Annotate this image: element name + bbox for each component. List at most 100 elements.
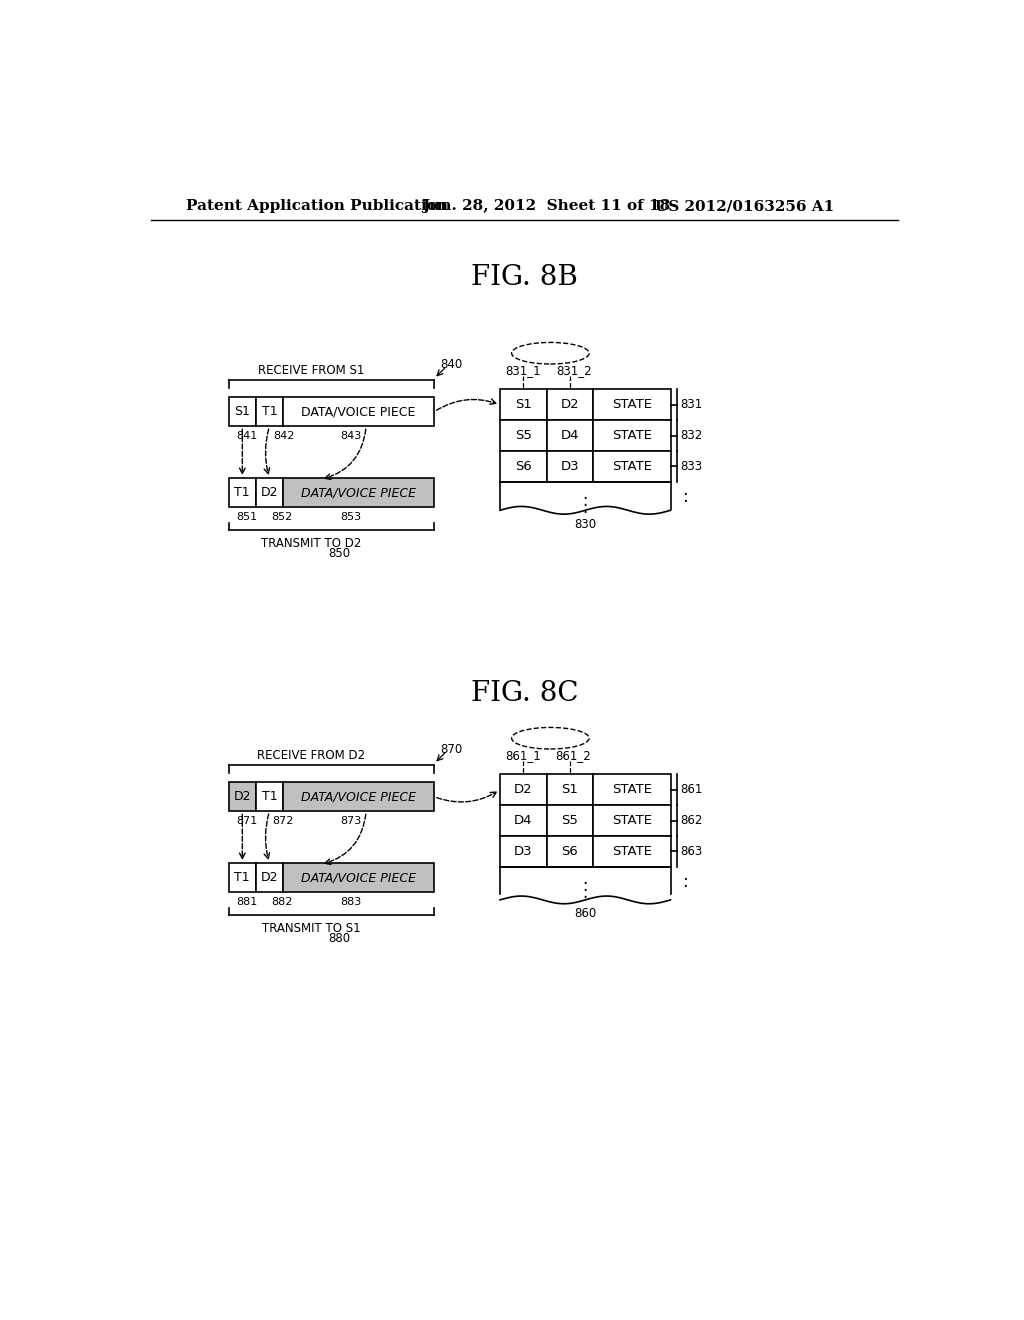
FancyBboxPatch shape bbox=[256, 781, 283, 812]
Text: US 2012/0163256 A1: US 2012/0163256 A1 bbox=[655, 199, 835, 213]
Text: 881: 881 bbox=[237, 898, 257, 907]
Text: :: : bbox=[683, 488, 689, 506]
FancyBboxPatch shape bbox=[547, 451, 593, 482]
Text: STATE: STATE bbox=[611, 814, 651, 828]
FancyBboxPatch shape bbox=[256, 478, 283, 507]
Text: T1: T1 bbox=[261, 405, 278, 418]
FancyBboxPatch shape bbox=[593, 836, 671, 867]
Text: FIG. 8B: FIG. 8B bbox=[471, 264, 579, 292]
Text: D4: D4 bbox=[560, 429, 579, 442]
Text: .: . bbox=[583, 870, 588, 888]
Text: T1: T1 bbox=[234, 486, 250, 499]
Text: 872: 872 bbox=[271, 816, 293, 826]
Text: S1: S1 bbox=[234, 405, 250, 418]
Text: D2: D2 bbox=[560, 399, 579, 412]
Text: S1: S1 bbox=[515, 399, 531, 412]
Text: 841: 841 bbox=[237, 432, 257, 441]
FancyBboxPatch shape bbox=[256, 397, 283, 426]
Text: 830: 830 bbox=[574, 517, 596, 531]
Text: DATA/VOICE PIECE: DATA/VOICE PIECE bbox=[301, 405, 416, 418]
FancyBboxPatch shape bbox=[547, 836, 593, 867]
Text: 860: 860 bbox=[574, 907, 596, 920]
FancyBboxPatch shape bbox=[500, 389, 547, 420]
FancyBboxPatch shape bbox=[500, 775, 547, 805]
Text: S1: S1 bbox=[561, 783, 579, 796]
Text: D4: D4 bbox=[514, 814, 532, 828]
FancyBboxPatch shape bbox=[547, 420, 593, 451]
Text: D2: D2 bbox=[261, 871, 279, 884]
FancyBboxPatch shape bbox=[283, 781, 434, 812]
FancyBboxPatch shape bbox=[500, 805, 547, 836]
Text: 863: 863 bbox=[680, 845, 702, 858]
Text: .: . bbox=[583, 884, 588, 902]
Text: TRANSMIT TO S1: TRANSMIT TO S1 bbox=[262, 921, 360, 935]
FancyBboxPatch shape bbox=[500, 420, 547, 451]
FancyBboxPatch shape bbox=[500, 836, 547, 867]
Text: T1: T1 bbox=[261, 791, 278, 804]
Text: :: : bbox=[683, 874, 689, 891]
Text: 850: 850 bbox=[328, 546, 350, 560]
FancyBboxPatch shape bbox=[283, 478, 434, 507]
Text: 861_1: 861_1 bbox=[506, 748, 541, 762]
Text: RECEIVE FROM D2: RECEIVE FROM D2 bbox=[257, 750, 366, 763]
Text: D3: D3 bbox=[514, 845, 532, 858]
Text: 871: 871 bbox=[237, 816, 257, 826]
Text: STATE: STATE bbox=[611, 429, 651, 442]
Text: FIG. 8C: FIG. 8C bbox=[471, 680, 579, 708]
Ellipse shape bbox=[512, 727, 589, 748]
FancyBboxPatch shape bbox=[593, 775, 671, 805]
Text: 840: 840 bbox=[440, 358, 463, 371]
FancyBboxPatch shape bbox=[228, 397, 256, 426]
FancyBboxPatch shape bbox=[593, 805, 671, 836]
Text: 882: 882 bbox=[271, 898, 293, 907]
Text: S6: S6 bbox=[561, 845, 579, 858]
Text: 853: 853 bbox=[340, 512, 361, 523]
Text: .: . bbox=[583, 499, 588, 517]
Text: 842: 842 bbox=[273, 432, 295, 441]
Text: STATE: STATE bbox=[611, 399, 651, 412]
Text: STATE: STATE bbox=[611, 459, 651, 473]
Text: D2: D2 bbox=[233, 791, 251, 804]
Text: 831_2: 831_2 bbox=[556, 363, 592, 376]
FancyBboxPatch shape bbox=[283, 397, 434, 426]
Text: Jun. 28, 2012  Sheet 11 of 18: Jun. 28, 2012 Sheet 11 of 18 bbox=[423, 199, 671, 213]
Text: S5: S5 bbox=[561, 814, 579, 828]
Text: 870: 870 bbox=[440, 743, 463, 756]
FancyBboxPatch shape bbox=[593, 389, 671, 420]
FancyBboxPatch shape bbox=[256, 863, 283, 892]
Text: DATA/VOICE PIECE: DATA/VOICE PIECE bbox=[301, 791, 416, 804]
Text: T1: T1 bbox=[234, 871, 250, 884]
Text: 883: 883 bbox=[340, 898, 361, 907]
Text: DATA/VOICE PIECE: DATA/VOICE PIECE bbox=[301, 486, 416, 499]
Text: .: . bbox=[583, 876, 588, 895]
FancyBboxPatch shape bbox=[547, 389, 593, 420]
FancyBboxPatch shape bbox=[283, 863, 434, 892]
Text: .: . bbox=[583, 492, 588, 510]
Text: 852: 852 bbox=[271, 512, 292, 523]
FancyBboxPatch shape bbox=[547, 775, 593, 805]
Text: 862: 862 bbox=[680, 814, 702, 828]
Text: D2: D2 bbox=[261, 486, 279, 499]
FancyBboxPatch shape bbox=[547, 805, 593, 836]
Text: 833: 833 bbox=[680, 459, 701, 473]
Text: STATE: STATE bbox=[611, 845, 651, 858]
Ellipse shape bbox=[512, 342, 589, 364]
FancyBboxPatch shape bbox=[228, 781, 256, 812]
Text: 851: 851 bbox=[237, 512, 257, 523]
Text: 873: 873 bbox=[340, 816, 361, 826]
Text: D3: D3 bbox=[560, 459, 579, 473]
Text: 861_2: 861_2 bbox=[556, 748, 592, 762]
Text: D2: D2 bbox=[514, 783, 532, 796]
Text: 832: 832 bbox=[680, 429, 702, 442]
Text: 831_1: 831_1 bbox=[506, 363, 541, 376]
FancyBboxPatch shape bbox=[228, 478, 256, 507]
Text: .: . bbox=[583, 486, 588, 503]
Text: Patent Application Publication: Patent Application Publication bbox=[186, 199, 449, 213]
FancyBboxPatch shape bbox=[228, 863, 256, 892]
Text: STATE: STATE bbox=[611, 783, 651, 796]
FancyBboxPatch shape bbox=[500, 451, 547, 482]
Text: 880: 880 bbox=[328, 932, 350, 945]
Text: TRANSMIT TO D2: TRANSMIT TO D2 bbox=[261, 537, 361, 550]
Text: 843: 843 bbox=[340, 432, 361, 441]
Text: 861: 861 bbox=[680, 783, 702, 796]
